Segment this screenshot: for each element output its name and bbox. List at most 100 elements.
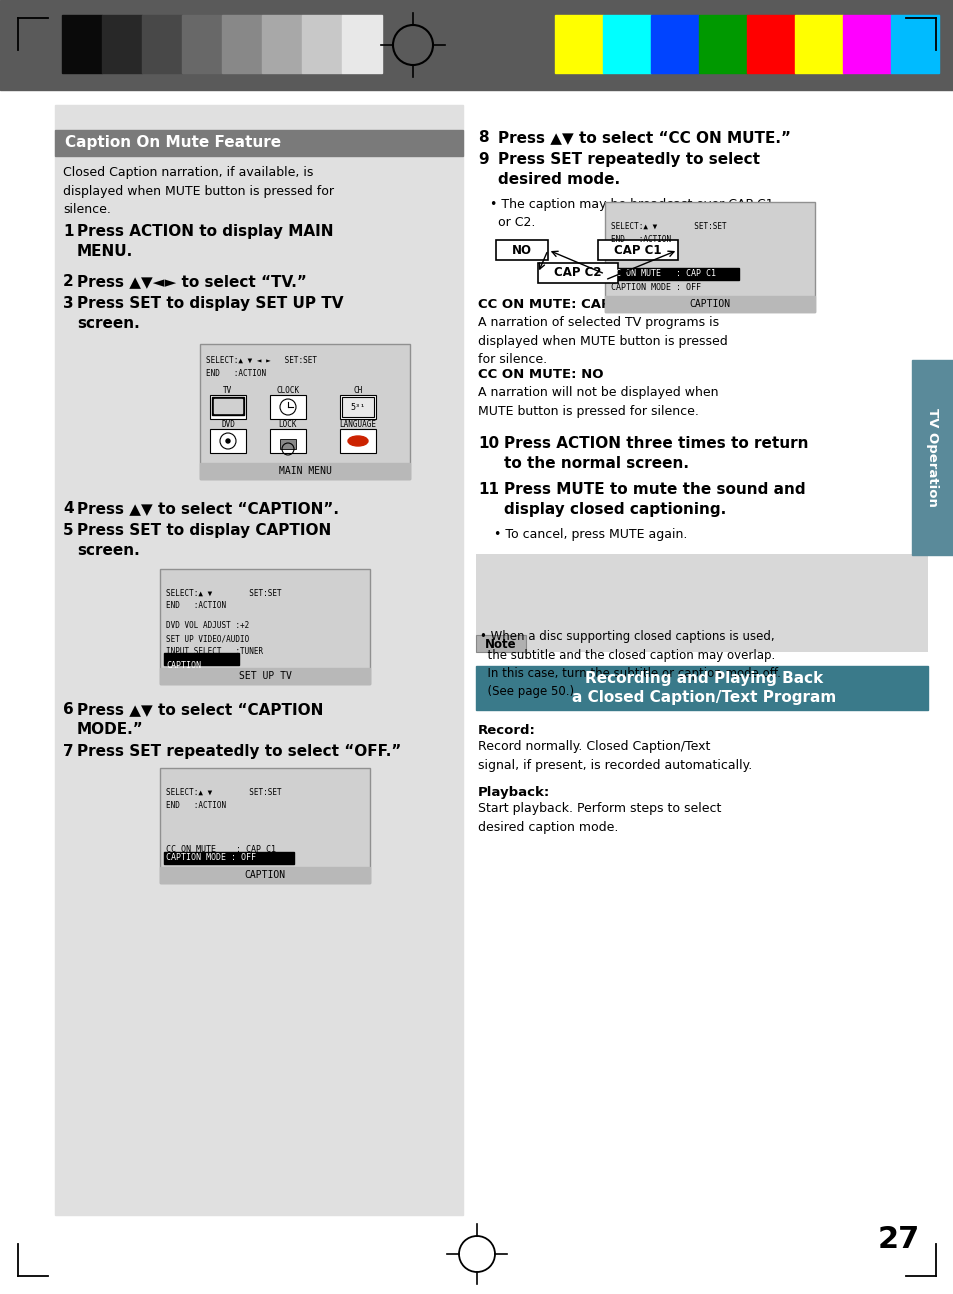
Text: SELECT:▲ ▼        SET:SET
END   :ACTION: SELECT:▲ ▼ SET:SET END :ACTION xyxy=(166,788,281,810)
Text: CAP C1: CAP C1 xyxy=(614,243,661,256)
Bar xyxy=(102,16,142,72)
Text: SET UP VIDEO/AUDIO: SET UP VIDEO/AUDIO xyxy=(166,634,249,643)
Text: Record normally. Closed Caption/Text
signal, if present, is recorded automatical: Record normally. Closed Caption/Text sig… xyxy=(477,740,752,771)
Text: • When a disc supporting closed captions is used,
  the subtitle and the closed : • When a disc supporting closed captions… xyxy=(479,630,781,699)
Ellipse shape xyxy=(348,436,368,446)
Text: Recording and Playing Back
a Closed Caption/Text Program: Recording and Playing Back a Closed Capt… xyxy=(571,670,835,705)
Text: Caption On Mute Feature: Caption On Mute Feature xyxy=(65,136,281,150)
Text: Press ACTION three times to return
to the normal screen.: Press ACTION three times to return to th… xyxy=(503,436,807,471)
Text: Press ▲▼ to select “CAPTION
MODE.”: Press ▲▼ to select “CAPTION MODE.” xyxy=(77,703,323,738)
Bar xyxy=(476,635,525,652)
Bar xyxy=(270,430,306,453)
Text: SELECT:▲ ▼        SET:SET
END   :ACTION: SELECT:▲ ▼ SET:SET END :ACTION xyxy=(166,589,281,611)
Bar xyxy=(0,0,953,91)
Text: Press ▲▼◄► to select “TV.”: Press ▲▼◄► to select “TV.” xyxy=(77,274,307,289)
Text: Playback:: Playback: xyxy=(477,785,550,798)
Text: SELECT:▲ ▼        SET:SET
END   :ACTION: SELECT:▲ ▼ SET:SET END :ACTION xyxy=(610,223,726,243)
Bar xyxy=(160,668,370,685)
Bar xyxy=(182,16,222,72)
Text: 4: 4 xyxy=(63,501,73,516)
Text: CC ON MUTE: NO: CC ON MUTE: NO xyxy=(477,367,603,380)
Text: 7: 7 xyxy=(63,744,73,760)
Text: TV Operation: TV Operation xyxy=(925,408,939,507)
Text: Record:: Record: xyxy=(477,725,536,738)
Bar xyxy=(341,16,381,72)
Text: SELECT:▲ ▼ ◄ ►   SET:SET
END   :ACTION: SELECT:▲ ▼ ◄ ► SET:SET END :ACTION xyxy=(206,356,316,378)
Text: Note: Note xyxy=(485,638,517,651)
Text: 10: 10 xyxy=(477,436,498,452)
Text: • The caption may be broadcast over CAP C1
  or C2.: • The caption may be broadcast over CAP … xyxy=(490,198,773,229)
Text: Closed Caption narration, if available, is
displayed when MUTE button is pressed: Closed Caption narration, if available, … xyxy=(63,166,334,216)
Bar xyxy=(160,769,370,883)
Bar xyxy=(746,16,794,72)
Bar xyxy=(339,395,375,419)
Text: NO: NO xyxy=(512,243,532,256)
Bar xyxy=(341,397,374,417)
Bar xyxy=(200,344,410,479)
Text: Press MUTE to mute the sound and
display closed captioning.: Press MUTE to mute the sound and display… xyxy=(503,481,804,518)
Text: CC ON MUTE   : CAP C1: CC ON MUTE : CAP C1 xyxy=(610,269,716,278)
Bar xyxy=(476,666,927,710)
Bar xyxy=(842,16,890,72)
Text: MAIN MENU: MAIN MENU xyxy=(278,466,331,476)
Bar xyxy=(160,569,370,685)
Bar xyxy=(142,16,182,72)
Text: DVD VOL ADJUST :+2: DVD VOL ADJUST :+2 xyxy=(166,621,249,630)
Bar xyxy=(212,397,244,415)
Bar xyxy=(210,430,246,453)
Text: CAPTION MODE : OFF: CAPTION MODE : OFF xyxy=(166,854,255,863)
Text: 9: 9 xyxy=(477,151,488,167)
Text: Press SET to display SET UP TV
screen.: Press SET to display SET UP TV screen. xyxy=(77,296,343,331)
Text: Press ▲▼ to select “CC ON MUTE.”: Press ▲▼ to select “CC ON MUTE.” xyxy=(497,129,790,145)
Text: 8: 8 xyxy=(477,129,488,145)
Text: DVD: DVD xyxy=(221,421,234,430)
Text: Press SET repeatedly to select “OFF.”: Press SET repeatedly to select “OFF.” xyxy=(77,744,401,760)
Text: 27: 27 xyxy=(877,1224,919,1254)
Text: 5³¹: 5³¹ xyxy=(350,402,365,411)
Text: Start playback. Perform steps to select
desired caption mode.: Start playback. Perform steps to select … xyxy=(477,802,720,833)
Text: • To cancel, press MUTE again.: • To cancel, press MUTE again. xyxy=(494,528,687,541)
Text: Press SET to display CAPTION
screen.: Press SET to display CAPTION screen. xyxy=(77,523,331,559)
Text: 6: 6 xyxy=(63,703,73,717)
Bar xyxy=(200,463,410,479)
Text: SET UP TV: SET UP TV xyxy=(238,672,291,681)
Bar xyxy=(222,16,262,72)
Bar xyxy=(699,16,746,72)
Text: LOCK: LOCK xyxy=(278,421,297,430)
Bar xyxy=(496,239,547,260)
Text: CAPTION MODE : OFF: CAPTION MODE : OFF xyxy=(610,283,700,292)
Bar xyxy=(280,439,295,449)
Text: 3: 3 xyxy=(63,296,73,311)
Text: CLOCK: CLOCK xyxy=(276,386,299,395)
Text: LANGUAGE: LANGUAGE xyxy=(339,421,376,430)
Text: 1: 1 xyxy=(63,224,73,239)
Text: 11: 11 xyxy=(477,481,498,497)
Text: 2: 2 xyxy=(63,274,73,289)
Text: Press ACTION to display MAIN
MENU.: Press ACTION to display MAIN MENU. xyxy=(77,224,334,259)
Bar xyxy=(555,16,602,72)
Text: Press ▲▼ to select “CAPTION”.: Press ▲▼ to select “CAPTION”. xyxy=(77,501,338,516)
Bar xyxy=(604,296,814,312)
Text: TV: TV xyxy=(223,386,233,395)
Text: CAPTION: CAPTION xyxy=(244,870,285,880)
Text: CC ON MUTE    : CAP C1: CC ON MUTE : CAP C1 xyxy=(166,845,275,854)
Text: A narration will not be displayed when
MUTE button is pressed for silence.: A narration will not be displayed when M… xyxy=(477,386,718,418)
Bar xyxy=(476,554,927,652)
Bar xyxy=(911,360,953,555)
Text: CH: CH xyxy=(353,386,362,395)
Bar xyxy=(302,16,341,72)
Bar xyxy=(339,430,375,453)
Text: A narration of selected TV programs is
displayed when MUTE button is pressed
for: A narration of selected TV programs is d… xyxy=(477,316,727,366)
Bar xyxy=(602,16,650,72)
Bar xyxy=(890,16,938,72)
Bar xyxy=(598,239,678,260)
Text: CAP C2: CAP C2 xyxy=(554,267,601,280)
Circle shape xyxy=(226,439,230,443)
Bar xyxy=(794,16,842,72)
Bar xyxy=(160,867,370,883)
Text: CAPTION: CAPTION xyxy=(689,299,730,309)
Bar xyxy=(262,16,302,72)
Text: CC ON MUTE: CAP C1 or C2: CC ON MUTE: CAP C1 or C2 xyxy=(477,298,678,311)
Text: CAPTION: CAPTION xyxy=(166,660,201,669)
Text: 5: 5 xyxy=(63,523,73,538)
